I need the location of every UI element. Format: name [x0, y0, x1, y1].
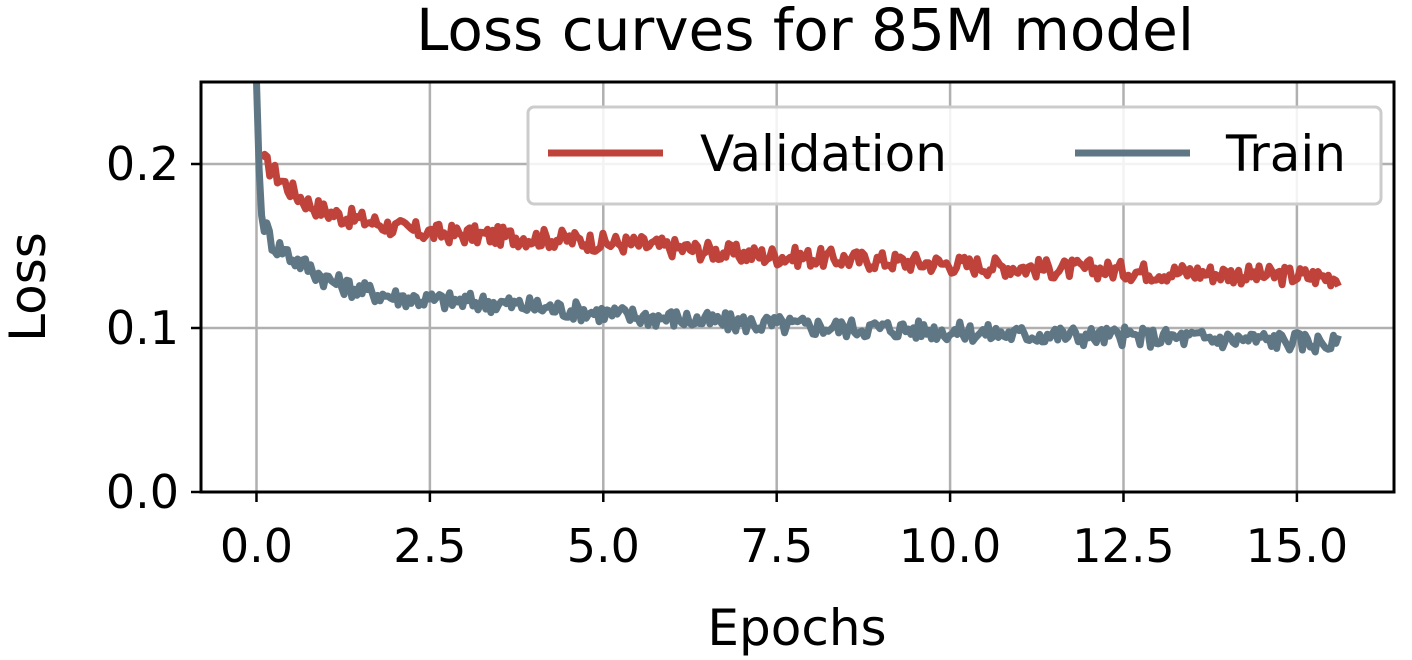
- x-tick-label: 12.5: [1072, 519, 1174, 573]
- x-tick-label: 7.5: [740, 519, 813, 573]
- legend-label-train: Train: [1225, 125, 1346, 183]
- x-tick-label: 0.0: [220, 519, 293, 573]
- plot-frame: [199, 80, 1396, 494]
- series-line-validation: [258, 150, 1342, 290]
- chart-title: Loss curves for 85M model: [416, 0, 1194, 64]
- series-lines: [253, 81, 1342, 356]
- legend-box: [526, 105, 1383, 206]
- y-tick-label: 0.1: [106, 301, 179, 355]
- series-line-train: [253, 81, 1342, 356]
- x-tick-label: 10.0: [899, 519, 1001, 573]
- y-tick-label: 0.0: [106, 465, 179, 519]
- legend-label-validation: Validation: [700, 125, 947, 183]
- axis-ticks: 0.0 2.5 5.0 7.5 10.0 12.5 15.0 0.0 0.1 0.2: [106, 137, 1348, 573]
- legend: Validation Train: [526, 105, 1383, 206]
- x-tick-label: 5.0: [567, 519, 640, 573]
- x-tick-label: 15.0: [1246, 519, 1348, 573]
- y-tick-label: 0.2: [106, 137, 179, 191]
- y-axis-label: Loss: [0, 232, 57, 342]
- x-tick-label: 2.5: [393, 519, 466, 573]
- x-axis-label: Epochs: [707, 599, 886, 657]
